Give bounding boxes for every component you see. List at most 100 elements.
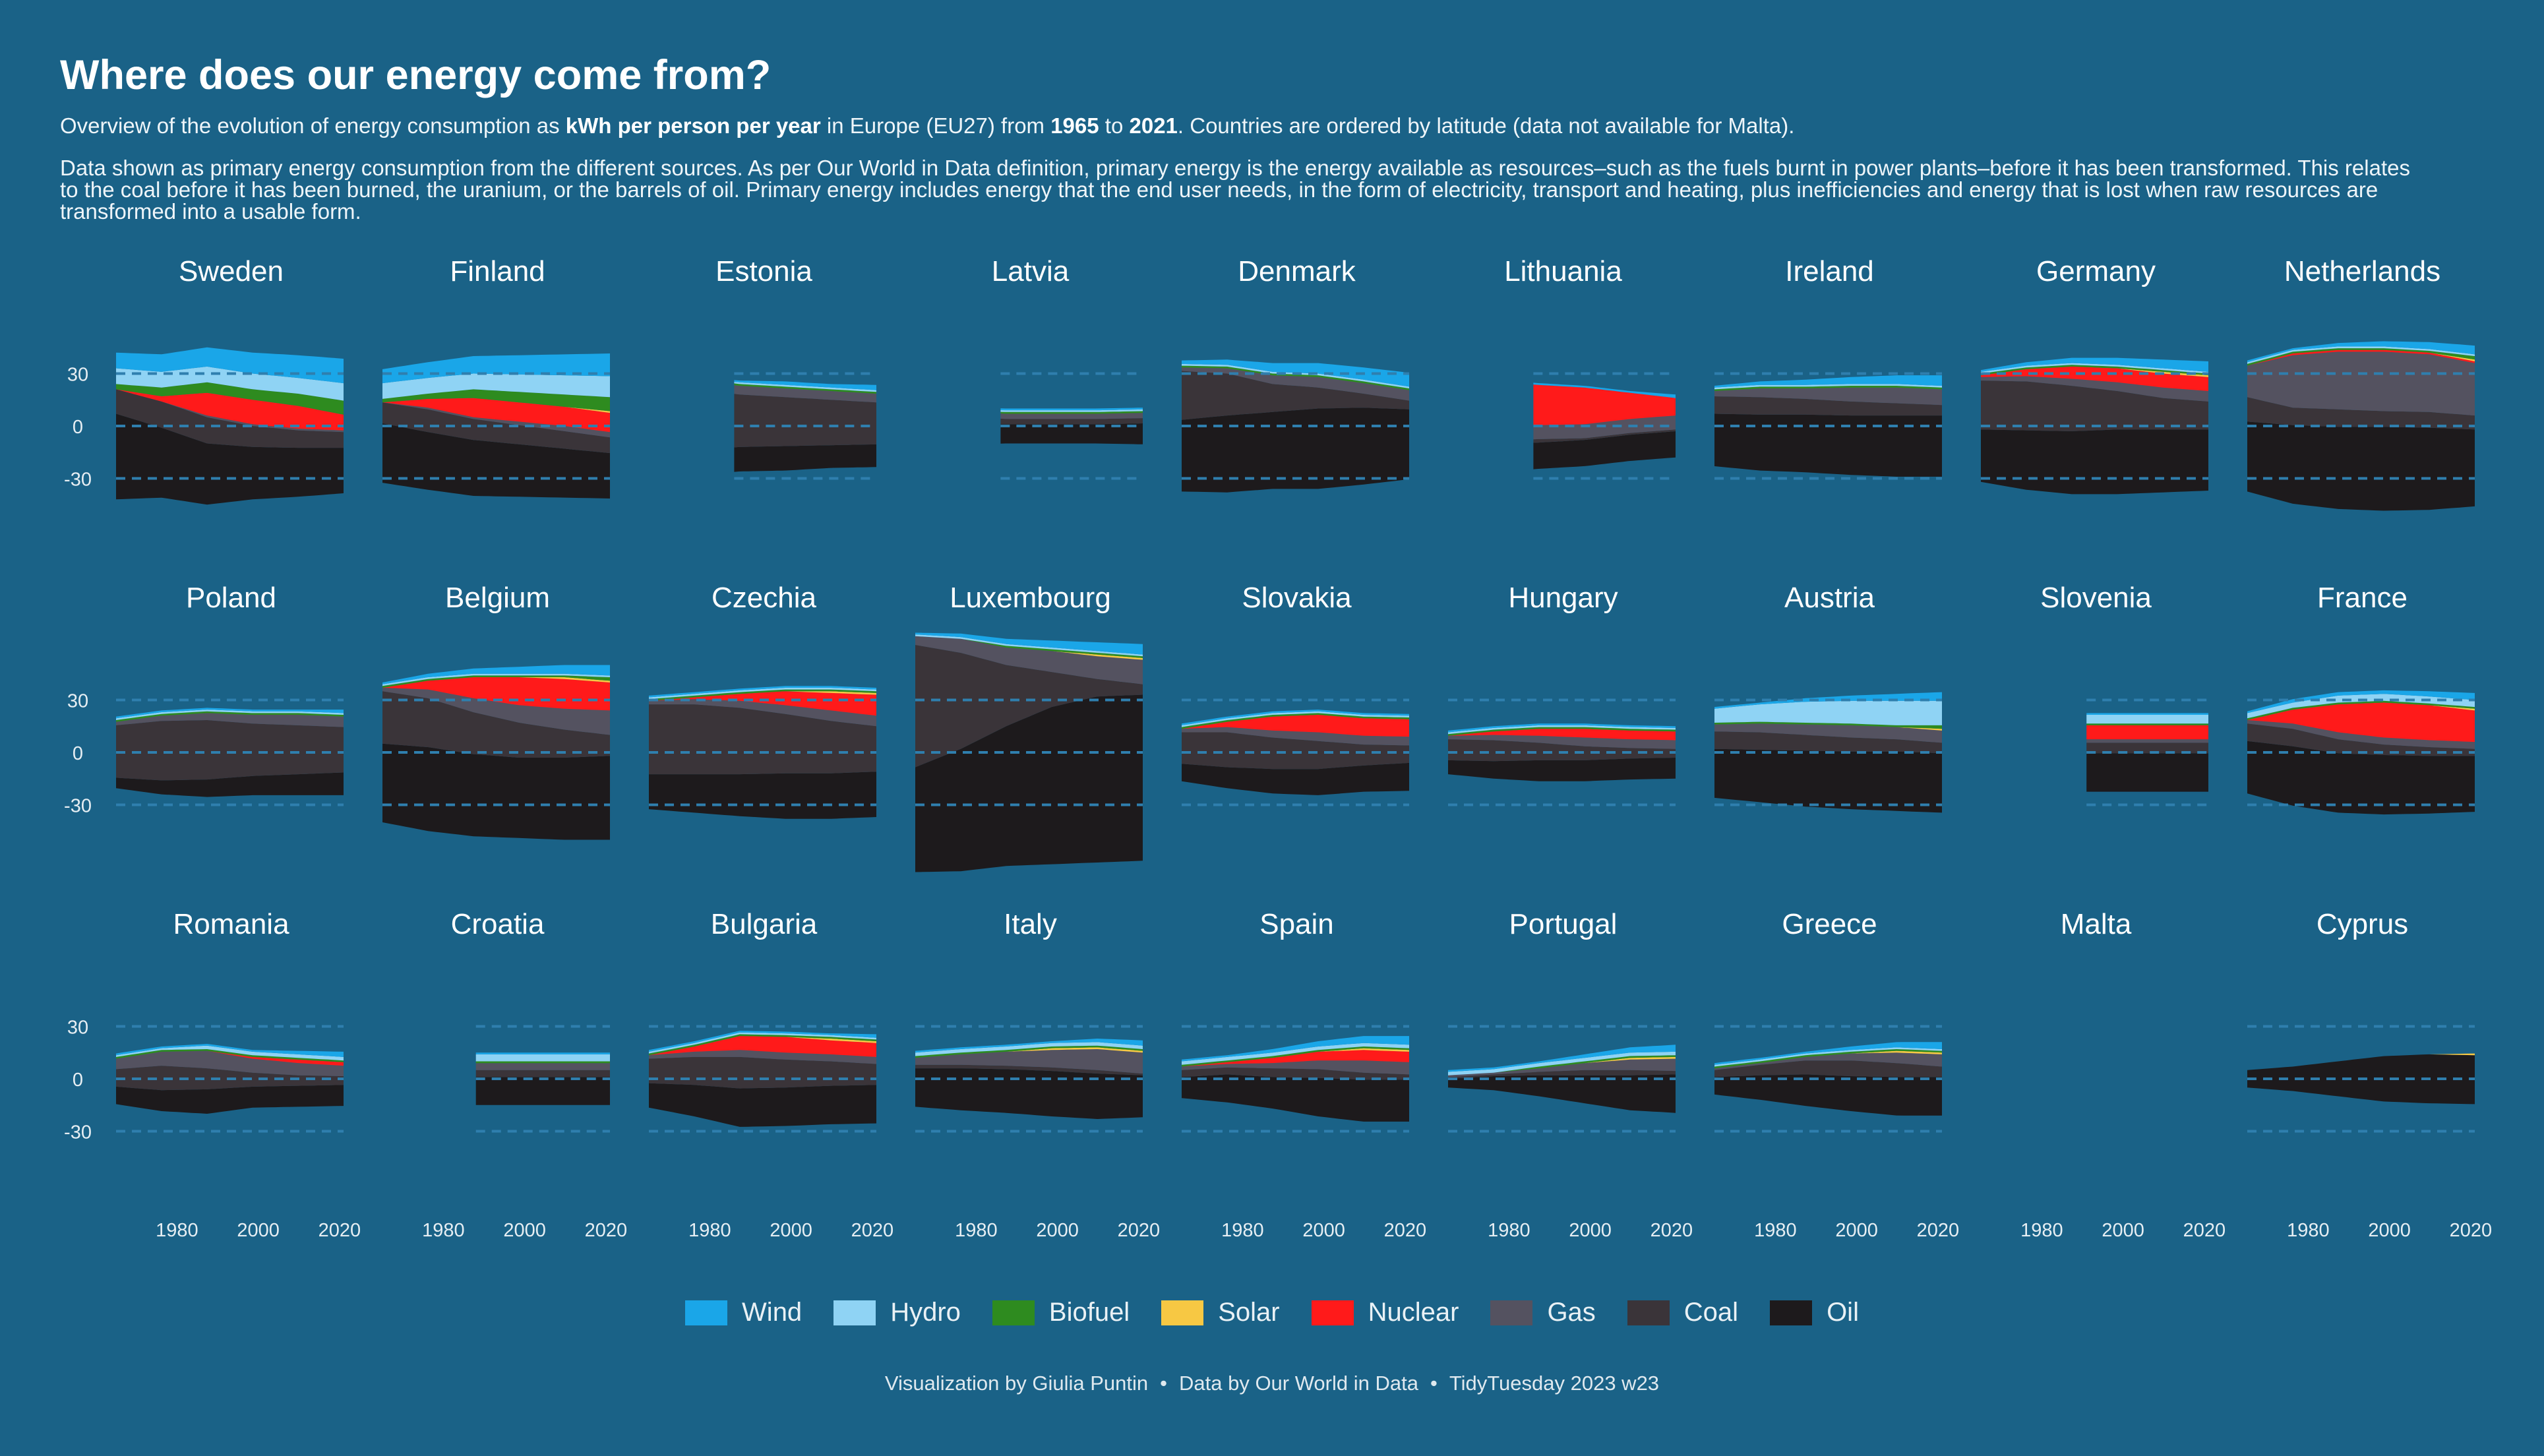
subtitle-start-year: 1965 (1050, 113, 1099, 138)
country-panel-malta: Malta 1980 2000 2020 (2020, 908, 2226, 1241)
area-gas-netherlands (2247, 351, 2475, 416)
area-oil-luxembourg (915, 694, 1143, 872)
country-title: Belgium (445, 582, 550, 614)
y-tick-label: 0 (73, 743, 83, 764)
area-biofuel-germany (1981, 365, 2208, 376)
country-title: Latvia (992, 255, 1070, 288)
area-hydro-hungary (1448, 725, 1676, 735)
area-coal-france (2247, 723, 2475, 756)
country-panel-bulgaria: Bulgaria 1980 2000 2020 (649, 908, 893, 1241)
x-tick-label: 1980 (2020, 1220, 2063, 1241)
caption-separator: • (1430, 1372, 1438, 1395)
area-biofuel-luxembourg (915, 636, 1143, 658)
area-biofuel-sweden (116, 382, 344, 415)
legend-swatch (1770, 1300, 1813, 1325)
area-oil-slovakia (1182, 762, 1409, 795)
area-coal-ireland (1714, 396, 1942, 416)
x-tick-label: 2000 (1302, 1220, 1345, 1241)
area-nuclear-slovenia (2086, 725, 2208, 740)
area-biofuel-hungary (1448, 727, 1676, 736)
area-oil-poland (116, 772, 344, 797)
area-oil-lithuania (1533, 431, 1676, 470)
area-coal-slovakia (1182, 732, 1409, 770)
x-tick-label: 2000 (770, 1220, 812, 1241)
area-hydro-latvia (1000, 409, 1143, 412)
area-gas-italy (915, 1049, 1143, 1074)
country-panel-czechia: Czechia (649, 582, 876, 819)
area-coal-latvia (1000, 418, 1143, 425)
area-wind-slovakia (1182, 710, 1409, 725)
area-wind-slovenia (2086, 713, 2208, 715)
x-tick-label: 2020 (2183, 1220, 2226, 1241)
x-tick-label: 2000 (2102, 1220, 2144, 1241)
area-gas-slovakia (1182, 727, 1409, 746)
area-oil-slovenia (2086, 753, 2208, 792)
country-title: Austria (1784, 582, 1875, 614)
area-oil-greece (1714, 1074, 1942, 1116)
country-title: Finland (450, 255, 545, 288)
country-panel-finland: Finland (382, 255, 610, 499)
country-panel-greece: Greece 1980 2000 2020 (1714, 908, 1959, 1241)
area-hydro-czechia (649, 688, 876, 700)
area-solar-greece (1714, 1050, 1942, 1069)
x-tick-label: 2000 (1835, 1220, 1878, 1241)
area-oil-france (2247, 741, 2475, 815)
area-oil-croatia (475, 1077, 610, 1105)
area-oil-austria (1714, 748, 1942, 813)
area-gas-france (2247, 720, 2475, 749)
area-biofuel-czechia (649, 689, 876, 701)
country-title: Romania (173, 908, 289, 940)
area-coal-belgium (382, 691, 610, 758)
country-panel-ireland: Ireland (1714, 255, 1942, 480)
area-oil-belgium (382, 743, 610, 840)
area-coal-luxembourg (915, 645, 1143, 768)
area-wind-lithuania (1533, 382, 1676, 398)
country-title: Denmark (1238, 255, 1356, 288)
x-tick-label: 2000 (237, 1220, 280, 1241)
area-hydro-france (2247, 694, 2475, 719)
area-biofuel-portugal (1448, 1055, 1676, 1076)
area-hydro-poland (116, 710, 344, 720)
area-coal-lithuania (1533, 429, 1676, 443)
x-tick-label: 2020 (1384, 1220, 1427, 1241)
area-gas-latvia (1000, 413, 1143, 419)
area-wind-belgium (382, 665, 610, 684)
country-panel-belgium: Belgium (382, 582, 610, 840)
country-title: Spain (1259, 908, 1334, 940)
area-wind-finland (382, 353, 610, 384)
area-solar-luxembourg (915, 636, 1143, 660)
area-wind-latvia (1000, 408, 1143, 411)
area-gas-portugal (1448, 1058, 1676, 1077)
area-hydro-italy (915, 1042, 1143, 1056)
area-wind-denmark (1182, 359, 1409, 387)
area-wind-ireland (1714, 375, 1942, 388)
area-wind-germany (1981, 357, 2208, 372)
country-panel-lithuania: Lithuania (1504, 255, 1676, 480)
country-title: Italy (1004, 908, 1057, 940)
area-gas-bulgaria (649, 1050, 876, 1064)
page-title: Where does our energy come from? (60, 52, 772, 98)
area-gas-finland (382, 402, 610, 438)
country-title: Cyprus (2317, 908, 2408, 940)
legend-item-gas: Gas (1490, 1298, 1596, 1327)
y-tick-label: 0 (73, 417, 83, 438)
area-oil-bulgaria (649, 1083, 876, 1127)
x-tick-label: 2020 (585, 1220, 628, 1241)
area-biofuel-ireland (1714, 386, 1942, 391)
area-nuclear-france (2247, 702, 2475, 743)
country-title: Germany (2036, 255, 2156, 288)
country-panel-sweden: Sweden (116, 255, 344, 505)
legend-label: Oil (1827, 1298, 1859, 1327)
area-coal-croatia (475, 1070, 610, 1077)
area-biofuel-austria (1714, 721, 1942, 729)
country-title: Netherlands (2284, 255, 2440, 288)
area-oil-estonia (734, 444, 876, 472)
subtitle-text: Overview of the evolution of energy cons… (60, 113, 566, 138)
country-panel-spain: Spain 1980 2000 2020 (1182, 908, 1426, 1241)
area-biofuel-greece (1714, 1049, 1942, 1069)
area-biofuel-finland (382, 389, 610, 411)
country-title: Hungary (1508, 582, 1618, 614)
country-title: Sweden (179, 255, 284, 288)
area-coal-sweden (116, 389, 344, 448)
subtitle-text: to (1099, 113, 1130, 138)
